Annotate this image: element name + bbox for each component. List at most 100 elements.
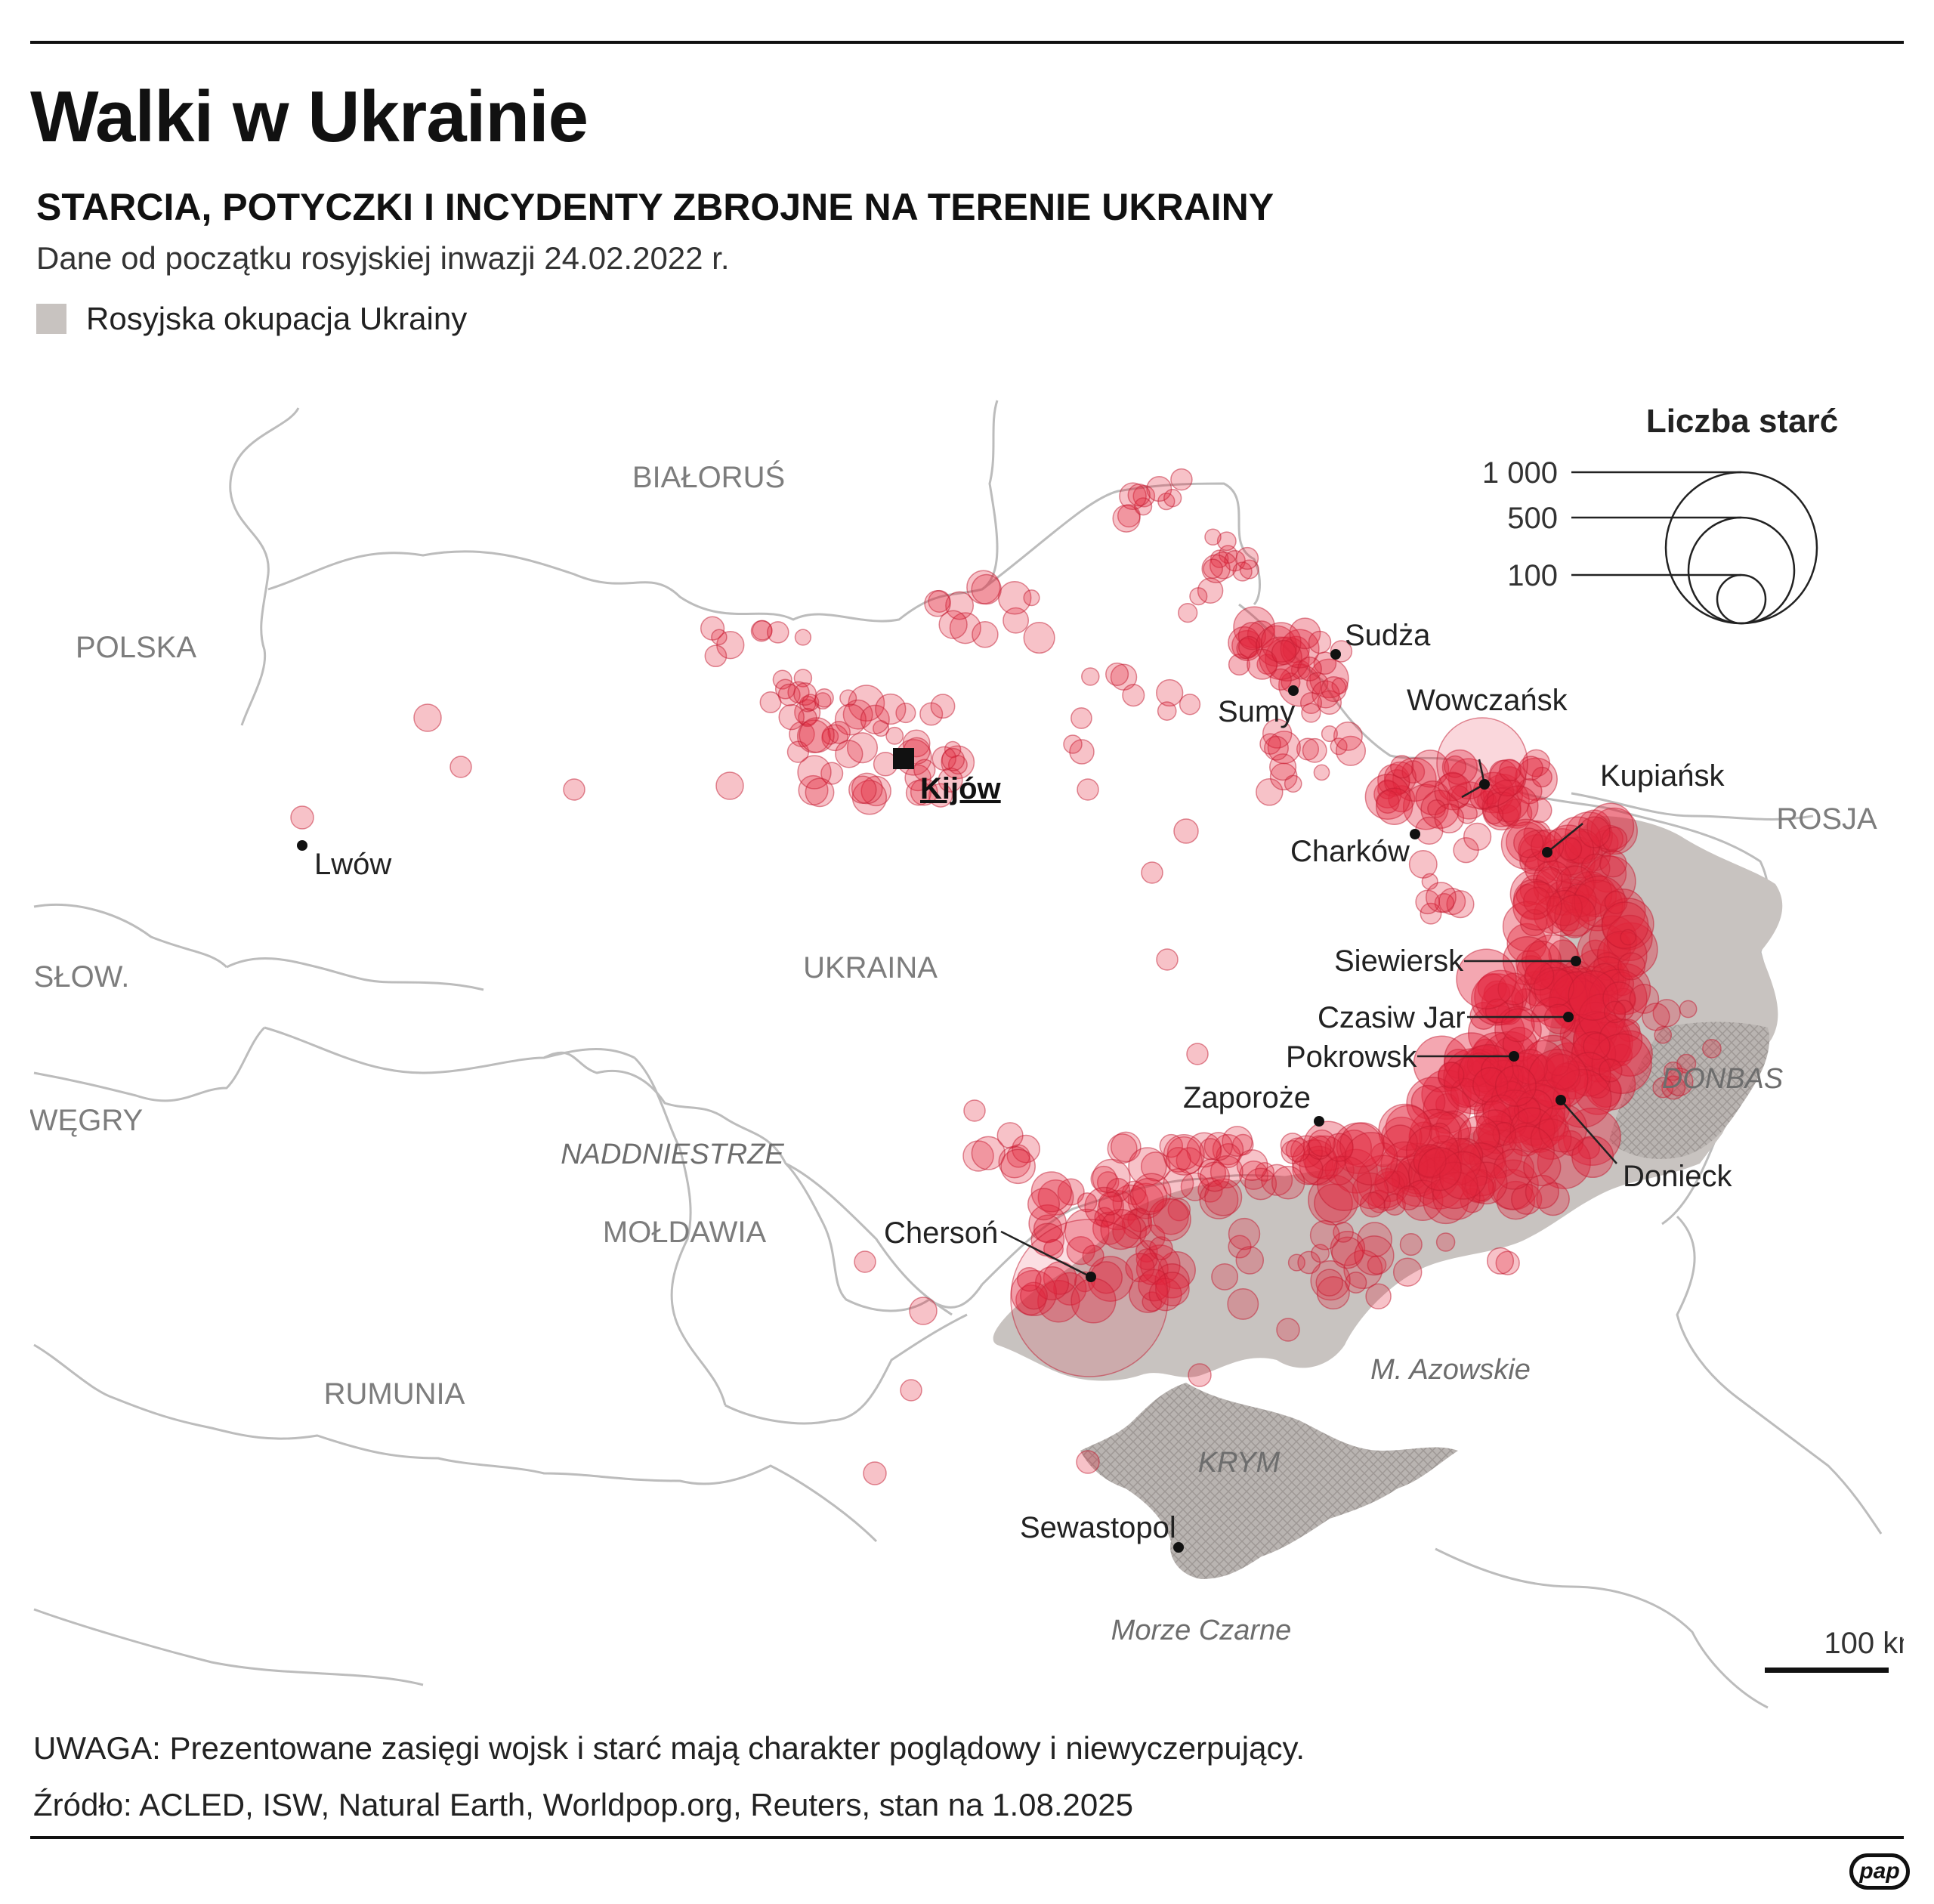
- battle-bubble: [1287, 1253, 1305, 1272]
- scale-bar: [1765, 1668, 1889, 1673]
- battle-bubble: [1069, 739, 1095, 765]
- azov-sea-label: M. Azowskie: [1370, 1354, 1531, 1386]
- battle-bubble: [1173, 818, 1199, 844]
- legend-label-500: 500: [1507, 502, 1558, 535]
- battle-bubble: [1593, 952, 1622, 981]
- battle-bubble: [1552, 1068, 1612, 1128]
- battle-bubble: [972, 621, 999, 648]
- battle-bubble: [1654, 1025, 1673, 1044]
- battle-bubble: [1302, 737, 1327, 763]
- battle-bubble: [1609, 971, 1635, 997]
- battle-bubble: [1106, 1178, 1131, 1203]
- city-label-vovchansk: Wowczańsk: [1407, 684, 1568, 717]
- battle-bubble: [1321, 676, 1347, 703]
- battle-bubble: [1383, 1193, 1406, 1216]
- city-dots: [297, 649, 1581, 1553]
- battle-bubble: [1629, 984, 1660, 1014]
- battle-bubble: [1228, 1217, 1261, 1250]
- battle-bubble: [846, 732, 879, 764]
- battle-bubble: [1574, 875, 1626, 928]
- battle-bubble: [1702, 1039, 1722, 1059]
- battle-bubble: [1421, 873, 1438, 890]
- battle-bubble: [1512, 881, 1562, 931]
- country-label-ukraine: UKRAINA: [803, 951, 938, 984]
- size-legend: Liczba starć 1 000 500 100: [1482, 403, 1838, 625]
- battle-bubble: [1601, 827, 1628, 853]
- battle-bubble: [1373, 780, 1402, 808]
- city-dot-pokrovsk: [1509, 1051, 1519, 1062]
- battle-bubble: [1456, 948, 1517, 1009]
- battle-bubble: [971, 1136, 1006, 1170]
- city-dot-siversk: [1571, 956, 1581, 966]
- battle-bubble: [1016, 1266, 1042, 1292]
- battle-bubble: [851, 780, 888, 815]
- battle-bubble: [1606, 914, 1653, 962]
- battle-bubble: [1606, 1030, 1653, 1077]
- city-dot-sumy: [1288, 685, 1299, 696]
- battle-bubble: [1333, 1222, 1354, 1243]
- battle-bubble: [1309, 658, 1349, 699]
- battle-bubble: [1543, 1003, 1574, 1034]
- legend-circle-1000: [1664, 471, 1818, 625]
- city-label-kharkiv: Charków: [1290, 835, 1410, 868]
- battle-bubble: [900, 1379, 922, 1402]
- battle-bubble: [863, 1461, 887, 1485]
- battle-bubble: [1390, 755, 1414, 779]
- battle-bubble: [1179, 694, 1201, 716]
- battle-bubble: [1247, 648, 1278, 680]
- battle-bubble: [1316, 1276, 1350, 1310]
- battle-bubble: [1082, 1244, 1104, 1267]
- page-subtitle: STARCIA, POTYCZKI I INCYDENTY ZBROJNE NA…: [36, 186, 1274, 228]
- battle-bubble: [1289, 617, 1321, 650]
- note: UWAGA: Prezentowane zasięgi wojsk i star…: [33, 1730, 1305, 1766]
- battle-bubble: [1077, 778, 1099, 801]
- battle-bubble: [1494, 1065, 1537, 1107]
- battle-bubble: [1037, 1279, 1080, 1323]
- battle-bubble: [860, 704, 890, 734]
- size-legend-title: Liczba starć: [1646, 403, 1838, 440]
- battle-bubble: [1502, 1125, 1555, 1179]
- battle-bubble: [854, 1250, 876, 1273]
- country-label-hungary: WĘGRY: [29, 1104, 143, 1137]
- battle-bubble: [941, 747, 965, 771]
- battle-bubble: [842, 699, 873, 730]
- battle-bubble: [1434, 803, 1465, 834]
- battle-bubble: [1244, 1167, 1277, 1201]
- battle-bubble: [1285, 1137, 1311, 1163]
- battle-bubble: [1602, 981, 1636, 1015]
- battle-bubble: [715, 771, 744, 800]
- battle-bubble: [450, 756, 472, 778]
- battle-bubble: [1127, 484, 1151, 507]
- battle-bubble: [1531, 829, 1565, 863]
- battle-bubble: [1201, 554, 1231, 583]
- battle-bubble: [1222, 1126, 1253, 1158]
- battle-bubble: [1480, 1054, 1514, 1088]
- page-title: Walki w Ukrainie: [30, 76, 589, 157]
- battle-bubble: [1235, 546, 1259, 570]
- battle-bubble: [1413, 1144, 1447, 1178]
- battle-bubble: [835, 740, 864, 768]
- battle-bubble: [1256, 778, 1284, 806]
- battle-bubble: [928, 783, 953, 808]
- battle-bubble: [1264, 735, 1289, 761]
- battle-bubble: [909, 1297, 938, 1325]
- city-dot-lviv: [297, 840, 307, 851]
- battle-bubble: [1077, 1192, 1098, 1213]
- battle-bubble: [1189, 587, 1208, 606]
- battle-bubble: [1262, 719, 1293, 749]
- battle-bubble: [1463, 822, 1492, 852]
- city-label-siversk: Siewiersk: [1334, 944, 1464, 978]
- battle-bubble: [1271, 639, 1297, 666]
- battle-bubble: [1396, 1185, 1422, 1210]
- battle-bubble: [1601, 901, 1649, 949]
- battle-bubble: [1433, 1137, 1481, 1186]
- battle-bubble: [1301, 703, 1321, 723]
- battle-bubble: [1146, 476, 1172, 502]
- battle-bubble: [1586, 802, 1635, 851]
- battle-bubble: [711, 629, 728, 645]
- battle-bubble: [1105, 662, 1129, 686]
- battle-bubble: [1070, 707, 1092, 729]
- battle-bubble: [767, 621, 789, 644]
- battle-bubble: [1417, 1147, 1462, 1192]
- battle-bubble: [905, 780, 931, 806]
